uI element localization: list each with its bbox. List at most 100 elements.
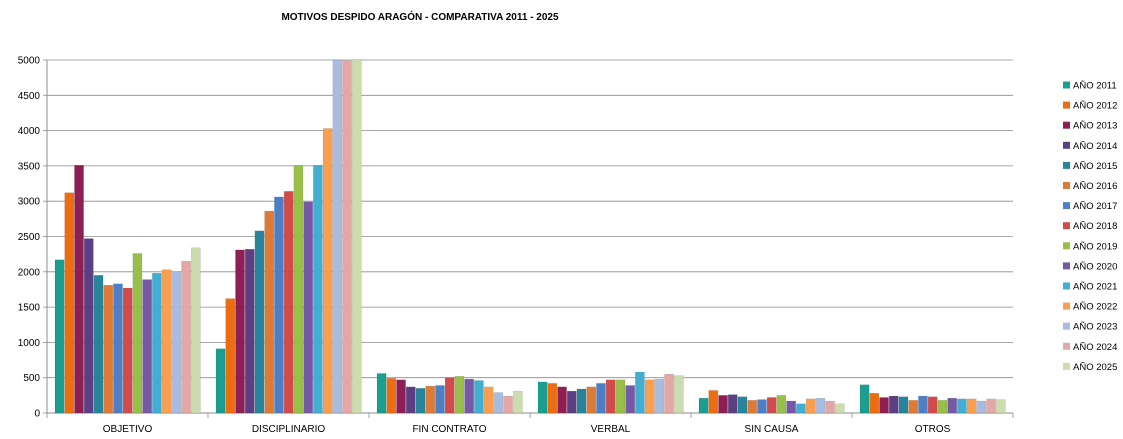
legend-label: AÑO 2012 [1073, 101, 1117, 112]
bar: AÑO 2015 — SIN CAUSA: 230 [737, 396, 748, 414]
legend-swatch [1063, 282, 1070, 290]
bar: AÑO 2025 — DISCIPLINARIO: 5010 [352, 59, 362, 414]
bar: AÑO 2017 — OBJETIVO: 1830 [113, 283, 123, 414]
bar: AÑO 2013 — VERBAL: 370 [557, 386, 567, 414]
bar: AÑO 2018 — DISCIPLINARIO: 3140 [283, 191, 294, 414]
legend-label: AÑO 2013 [1073, 121, 1117, 132]
bar: AÑO 2012 — SIN CAUSA: 320 [708, 390, 719, 414]
bar: AÑO 2023 — OTROS: 170 [976, 400, 987, 414]
bar: AÑO 2021 — DISCIPLINARIO: 3510 [313, 164, 323, 414]
bar: AÑO 2016 — SIN CAUSA: 180 [747, 400, 757, 414]
legend-item: AÑO 2023 [1063, 322, 1117, 333]
bar: AÑO 2020 — SIN CAUSA: 170 [786, 400, 796, 414]
legend-label: AÑO 2016 [1073, 181, 1117, 192]
y-tick-label: 1500 [18, 303, 41, 314]
bar: AÑO 2016 — OTROS: 180 [908, 400, 918, 414]
bar: AÑO 2022 — FIN CONTRATO: 370 [483, 386, 494, 414]
bar: AÑO 2017 — FIN CONTRATO: 390 [435, 385, 445, 414]
y-tick-label: 0 [34, 409, 40, 420]
bar: AÑO 2020 — VERBAL: 390 [625, 385, 635, 414]
bar: AÑO 2020 — FIN CONTRATO: 480 [464, 378, 474, 414]
bar: AÑO 2024 — OBJETIVO: 2150 [181, 261, 191, 414]
bar: AÑO 2018 — OBJETIVO: 1770 [122, 287, 133, 414]
bar: AÑO 2023 — OBJETIVO: 2000 [171, 271, 182, 414]
category-label: OTROS [915, 424, 951, 435]
bar: AÑO 2019 — OTROS: 180 [937, 400, 948, 414]
category-label: FIN CONTRATO [412, 424, 486, 435]
bar: AÑO 2016 — FIN CONTRATO: 380 [425, 385, 436, 414]
bar: AÑO 2022 — OTROS: 200 [966, 398, 977, 414]
bar: AÑO 2021 — OTROS: 200 [957, 398, 967, 414]
category-label: SIN CAUSA [745, 424, 799, 435]
bar: AÑO 2011 — OBJETIVO: 2170 [54, 259, 65, 414]
gridlines [47, 59, 1013, 379]
bar: AÑO 2012 — VERBAL: 420 [547, 383, 558, 414]
bar: AÑO 2018 — FIN CONTRATO: 500 [444, 377, 455, 414]
legend-swatch [1063, 342, 1070, 350]
legend-item: AÑO 2017 [1063, 201, 1117, 212]
bar: AÑO 2019 — VERBAL: 470 [615, 379, 626, 414]
y-tick-label: 3000 [18, 197, 41, 208]
legend-swatch [1063, 362, 1070, 370]
legend-label: AÑO 2025 [1073, 362, 1117, 373]
bar: AÑO 2016 — VERBAL: 370 [586, 386, 596, 414]
legend-swatch [1063, 202, 1070, 210]
y-tick-label: 2500 [18, 232, 41, 243]
bar: AÑO 2012 — OBJETIVO: 3120 [64, 192, 75, 414]
legend-item: AÑO 2012 [1063, 101, 1117, 112]
legend-label: AÑO 2015 [1073, 161, 1117, 172]
bar: AÑO 2015 — VERBAL: 340 [576, 388, 587, 414]
bar: AÑO 2011 — SIN CAUSA: 210 [698, 397, 709, 414]
bar: AÑO 2025 — OBJETIVO: 2340 [191, 247, 201, 414]
y-tick-label: 500 [23, 373, 40, 384]
bar: AÑO 2017 — DISCIPLINARIO: 3060 [274, 196, 284, 414]
bar: AÑO 2012 — DISCIPLINARIO: 1620 [225, 298, 236, 414]
bar: AÑO 2014 — OTROS: 240 [889, 395, 899, 414]
bar: AÑO 2022 — VERBAL: 470 [644, 379, 655, 414]
legend-item: AÑO 2013 [1063, 121, 1117, 132]
legend-swatch [1063, 302, 1070, 310]
legend-label: AÑO 2019 [1073, 241, 1117, 252]
bar: AÑO 2015 — OBJETIVO: 1950 [93, 275, 104, 414]
bar: AÑO 2019 — DISCIPLINARIO: 3510 [293, 164, 304, 414]
legend-label: AÑO 2017 [1073, 201, 1117, 212]
bar: AÑO 2022 — SIN CAUSA: 200 [805, 398, 816, 414]
legend-swatch [1063, 222, 1070, 230]
category-label: OBJETIVO [103, 424, 153, 435]
y-tick-label: 4500 [18, 91, 41, 102]
bar: AÑO 2022 — OBJETIVO: 2030 [161, 269, 172, 414]
legend-label: AÑO 2011 [1073, 81, 1117, 92]
bar: AÑO 2019 — FIN CONTRATO: 520 [454, 376, 465, 414]
bar: AÑO 2014 — FIN CONTRATO: 370 [406, 386, 416, 414]
legend-swatch [1063, 322, 1070, 330]
legend-swatch [1063, 242, 1070, 250]
bar: AÑO 2011 — VERBAL: 440 [537, 381, 548, 414]
legend-item: AÑO 2025 [1063, 362, 1117, 373]
legend-item: AÑO 2024 [1063, 342, 1117, 353]
bar: AÑO 2020 — OBJETIVO: 1890 [142, 279, 152, 414]
legend-swatch [1063, 101, 1070, 109]
bar: AÑO 2011 — DISCIPLINARIO: 910 [215, 348, 226, 414]
chart-title: MOTIVOS DESPIDO ARAGÓN - COMPARATIVA 201… [281, 10, 559, 23]
y-tick-label: 2000 [18, 267, 41, 278]
bar: AÑO 2023 — DISCIPLINARIO: 5000 [332, 59, 343, 414]
legend-label: AÑO 2014 [1073, 141, 1117, 152]
bar: AÑO 2013 — OTROS: 220 [879, 397, 889, 414]
bar: AÑO 2013 — SIN CAUSA: 250 [718, 395, 728, 414]
legend-label: AÑO 2020 [1073, 261, 1117, 272]
bar: AÑO 2015 — FIN CONTRATO: 350 [415, 388, 426, 414]
bar: AÑO 2012 — OTROS: 280 [869, 393, 880, 414]
bar: AÑO 2013 — DISCIPLINARIO: 2310 [235, 249, 245, 414]
legend-label: AÑO 2021 [1073, 282, 1117, 293]
legend-swatch [1063, 161, 1070, 169]
bar: AÑO 2021 — VERBAL: 580 [635, 371, 645, 414]
legend-swatch [1063, 182, 1070, 189]
bar: AÑO 2022 — DISCIPLINARIO: 4030 [322, 128, 333, 414]
bar: AÑO 2014 — VERBAL: 310 [567, 390, 577, 414]
bar: AÑO 2019 — SIN CAUSA: 250 [776, 395, 787, 414]
bar: AÑO 2021 — OBJETIVO: 1980 [152, 273, 162, 414]
bar: AÑO 2023 — VERBAL: 480 [654, 378, 665, 414]
bar: AÑO 2012 — FIN CONTRATO: 490 [386, 378, 397, 414]
legend-label: AÑO 2022 [1073, 302, 1117, 313]
